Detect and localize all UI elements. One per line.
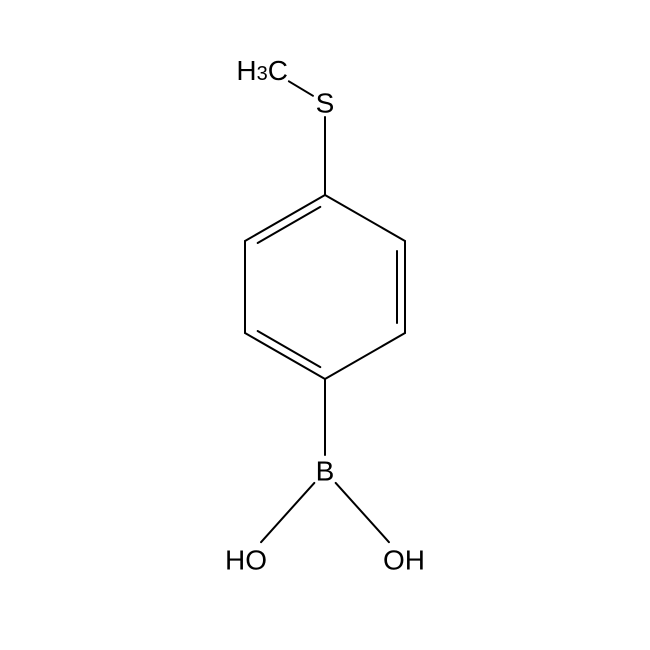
molecule-diagram: H3C S B HO OH [0, 0, 650, 650]
atom-label-OH_L: HO [225, 545, 267, 576]
atom-label-B: B [316, 456, 335, 487]
atom-label-OH_R: OH [383, 545, 425, 576]
atom-label-S: S [316, 88, 335, 119]
atom-label-CH3: H3C [236, 55, 288, 86]
